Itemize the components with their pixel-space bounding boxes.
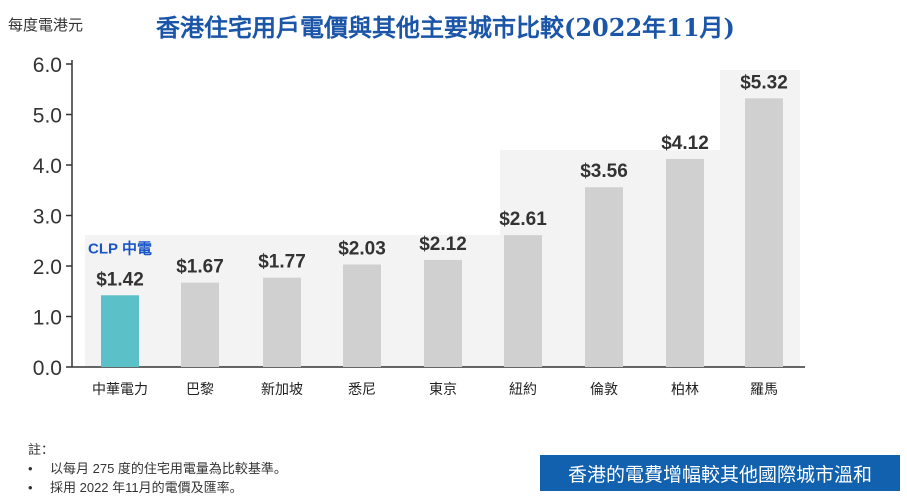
y-tick-label: 2.0	[33, 256, 62, 279]
note-item: 以每月 275 度的住宅用電量為比較基準。	[28, 459, 287, 478]
y-tick-label: 5.0	[33, 105, 62, 128]
bar	[666, 158, 704, 367]
x-tick-label: 東京	[429, 382, 457, 398]
data-label: $1.42	[96, 269, 144, 290]
data-label: $4.12	[661, 133, 709, 154]
chart-title: 香港住宅用戶電價與其他主要城市比較(2022年11月)	[156, 13, 735, 42]
bar	[424, 259, 462, 367]
bar	[101, 295, 139, 367]
summary-banner: 香港的電費增幅較其他國際城市溫和	[540, 455, 900, 491]
x-tick-label: 倫敦	[590, 382, 618, 398]
y-tick-label: 1.0	[33, 307, 62, 330]
y-tick-label: 6.0	[33, 54, 62, 77]
x-tick-label: 紐約	[509, 382, 537, 398]
y-tick-label: 3.0	[33, 206, 62, 229]
bar-chart: 0.0 1.0 2.0 3.0 4.0 5.0 6.0 $1.42 中華電力 $1.67 巴黎 $1.…	[33, 54, 805, 398]
bar	[585, 187, 623, 367]
data-label: $3.56	[580, 161, 628, 182]
x-tick-label: 中華電力	[92, 382, 148, 398]
notes-heading: 註：	[28, 442, 55, 457]
x-tick-label: 巴黎	[186, 382, 214, 398]
x-tick-label: 新加坡	[261, 382, 303, 398]
y-tick-label: 0.0	[33, 357, 62, 380]
x-tick-label: 悉尼	[348, 382, 376, 398]
bar	[181, 282, 219, 367]
data-label: $2.12	[419, 234, 467, 255]
bar	[504, 235, 542, 367]
y-axis-label: 每度電港元	[8, 16, 84, 34]
note-item: 採用 2022 年11月的電價及匯率。	[28, 478, 287, 497]
clp-logo: CLP 中電	[88, 239, 152, 257]
y-tick-label: 4.0	[33, 155, 62, 178]
data-label: $5.32	[740, 72, 788, 93]
x-tick-label: 柏林	[671, 382, 699, 398]
bar	[343, 264, 381, 367]
data-label: $2.61	[499, 209, 547, 230]
notes: 註： 以每月 275 度的住宅用電量為比較基準。 採用 2022 年11月的電價…	[28, 440, 287, 497]
data-label: $1.77	[258, 252, 306, 273]
x-tick-label: 羅馬	[750, 382, 778, 398]
bar	[263, 277, 301, 367]
data-label: $2.03	[338, 238, 386, 259]
data-label: $1.67	[176, 257, 224, 278]
bar	[745, 98, 783, 367]
